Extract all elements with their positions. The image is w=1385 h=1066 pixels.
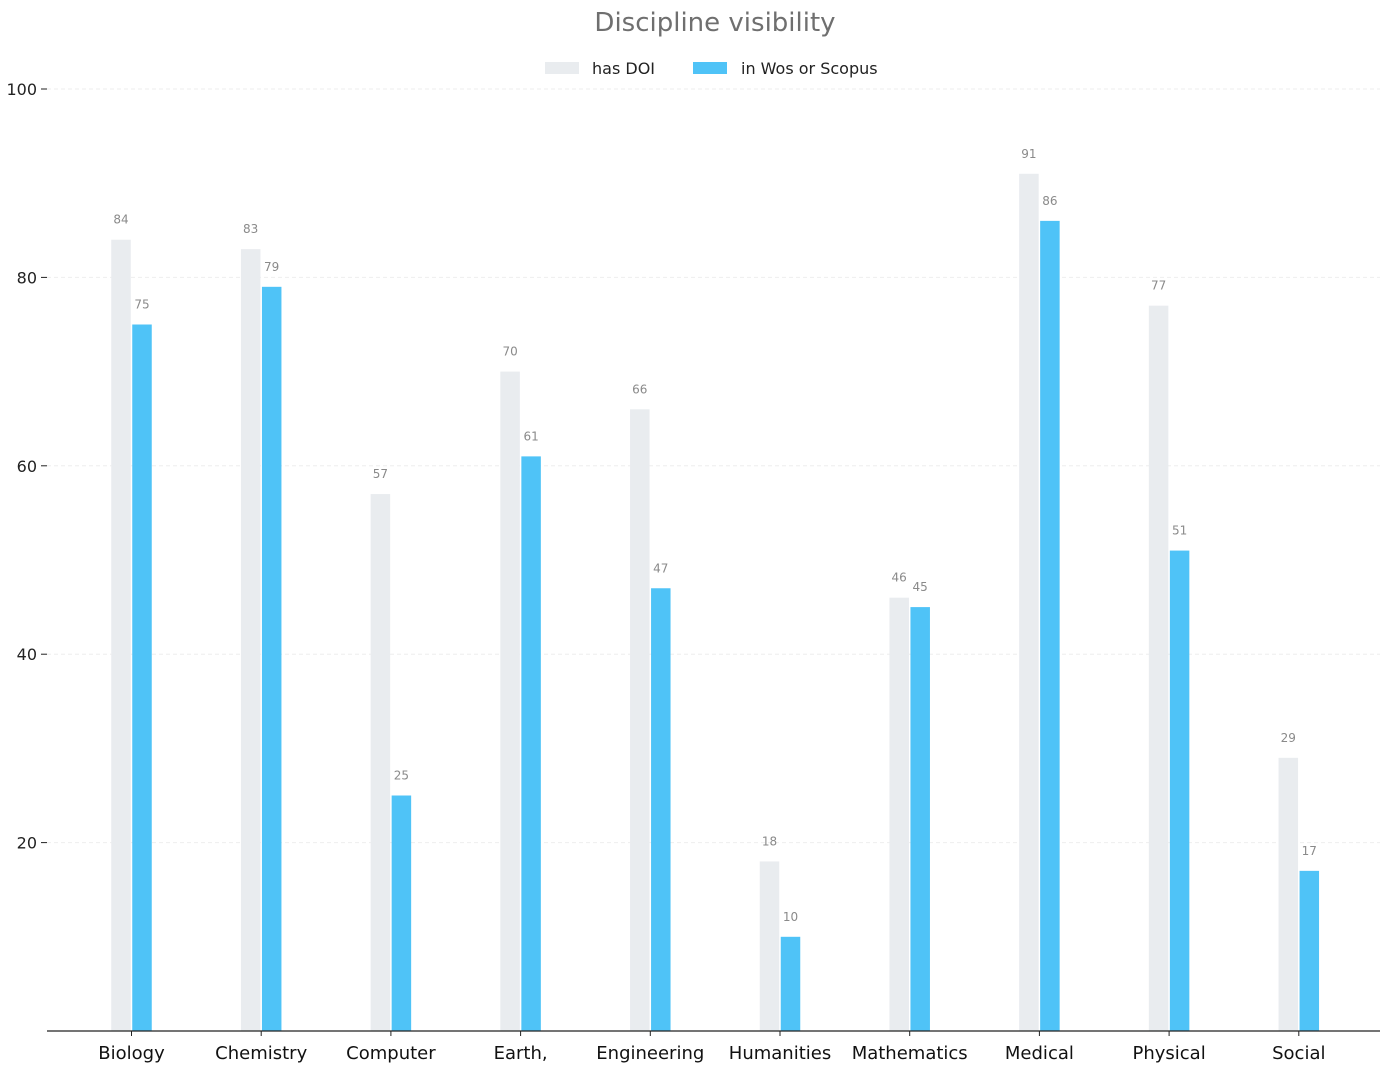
bar <box>132 324 152 1031</box>
data-label: 17 <box>1302 844 1317 858</box>
chart-title: Discipline visibility <box>594 8 835 38</box>
y-tick-label: 20 <box>17 834 37 853</box>
bar <box>111 239 131 1032</box>
bar <box>651 588 671 1031</box>
bar <box>370 494 391 1031</box>
bar <box>261 286 282 1031</box>
bar <box>889 597 909 1031</box>
data-label: 45 <box>913 580 928 594</box>
bar <box>1148 305 1169 1031</box>
x-tick-label: Social <box>1272 1043 1325 1064</box>
legend-swatch <box>545 62 579 74</box>
bar <box>630 409 650 1031</box>
x-tick-label: Earth, <box>494 1043 548 1064</box>
x-tick-label: Medical <box>1005 1043 1074 1064</box>
data-label: 61 <box>523 429 538 443</box>
data-label: 25 <box>394 769 409 783</box>
y-axis: 20 40 60 80 100 <box>6 80 47 853</box>
data-label: 66 <box>632 382 647 396</box>
legend-swatch <box>693 62 727 74</box>
data-label: 75 <box>134 298 149 312</box>
y-tick-label: 100 <box>6 80 37 99</box>
gridlines <box>47 88 1380 844</box>
x-axis: Biology Chemistry Computer Earth, Engineerin… <box>47 1030 1380 1064</box>
legend-label: has DOI <box>592 59 655 78</box>
data-label: 57 <box>373 467 388 481</box>
bar <box>521 456 541 1031</box>
y-tick-label: 60 <box>17 457 37 476</box>
bar <box>500 371 520 1032</box>
bar <box>1299 870 1320 1031</box>
y-tick-label: 40 <box>17 645 37 664</box>
x-tick-label: Mathematics <box>852 1043 968 1064</box>
data-label: 10 <box>783 910 798 924</box>
x-tick-label: Computer <box>346 1043 436 1064</box>
bar <box>1278 757 1299 1031</box>
bar <box>759 861 780 1031</box>
bar <box>1040 220 1060 1031</box>
bar <box>391 795 412 1031</box>
x-tick-label: Biology <box>98 1043 165 1064</box>
legend-label: in Wos or Scopus <box>741 59 878 78</box>
data-label: 77 <box>1151 279 1166 293</box>
data-label: 51 <box>1172 524 1187 538</box>
data-label: 29 <box>1281 731 1296 745</box>
data-label: 47 <box>653 561 668 575</box>
x-tick-label: Engineering <box>596 1043 704 1064</box>
bar <box>1169 550 1190 1031</box>
data-label: 46 <box>892 571 907 585</box>
data-label: 91 <box>1021 147 1036 161</box>
y-tick-label: 80 <box>17 268 37 287</box>
data-label: 84 <box>113 213 128 227</box>
bar <box>910 607 930 1031</box>
bar <box>780 936 801 1031</box>
legend: has DOI in Wos or Scopus <box>545 59 878 78</box>
bars: 84 75 83 79 57 25 70 61 66 47 18 10 46 45 91 86 77 51 29 17 <box>111 147 1320 1032</box>
data-label: 86 <box>1042 194 1057 208</box>
x-tick-label: Chemistry <box>215 1043 307 1064</box>
data-label: 18 <box>762 834 777 848</box>
bar <box>240 249 261 1031</box>
data-label: 79 <box>264 260 279 274</box>
bar <box>1019 173 1039 1031</box>
x-tick-label: Physical <box>1132 1043 1205 1064</box>
x-tick-label: Humanities <box>729 1043 831 1064</box>
data-label: 83 <box>243 222 258 236</box>
data-label: 70 <box>502 345 517 359</box>
